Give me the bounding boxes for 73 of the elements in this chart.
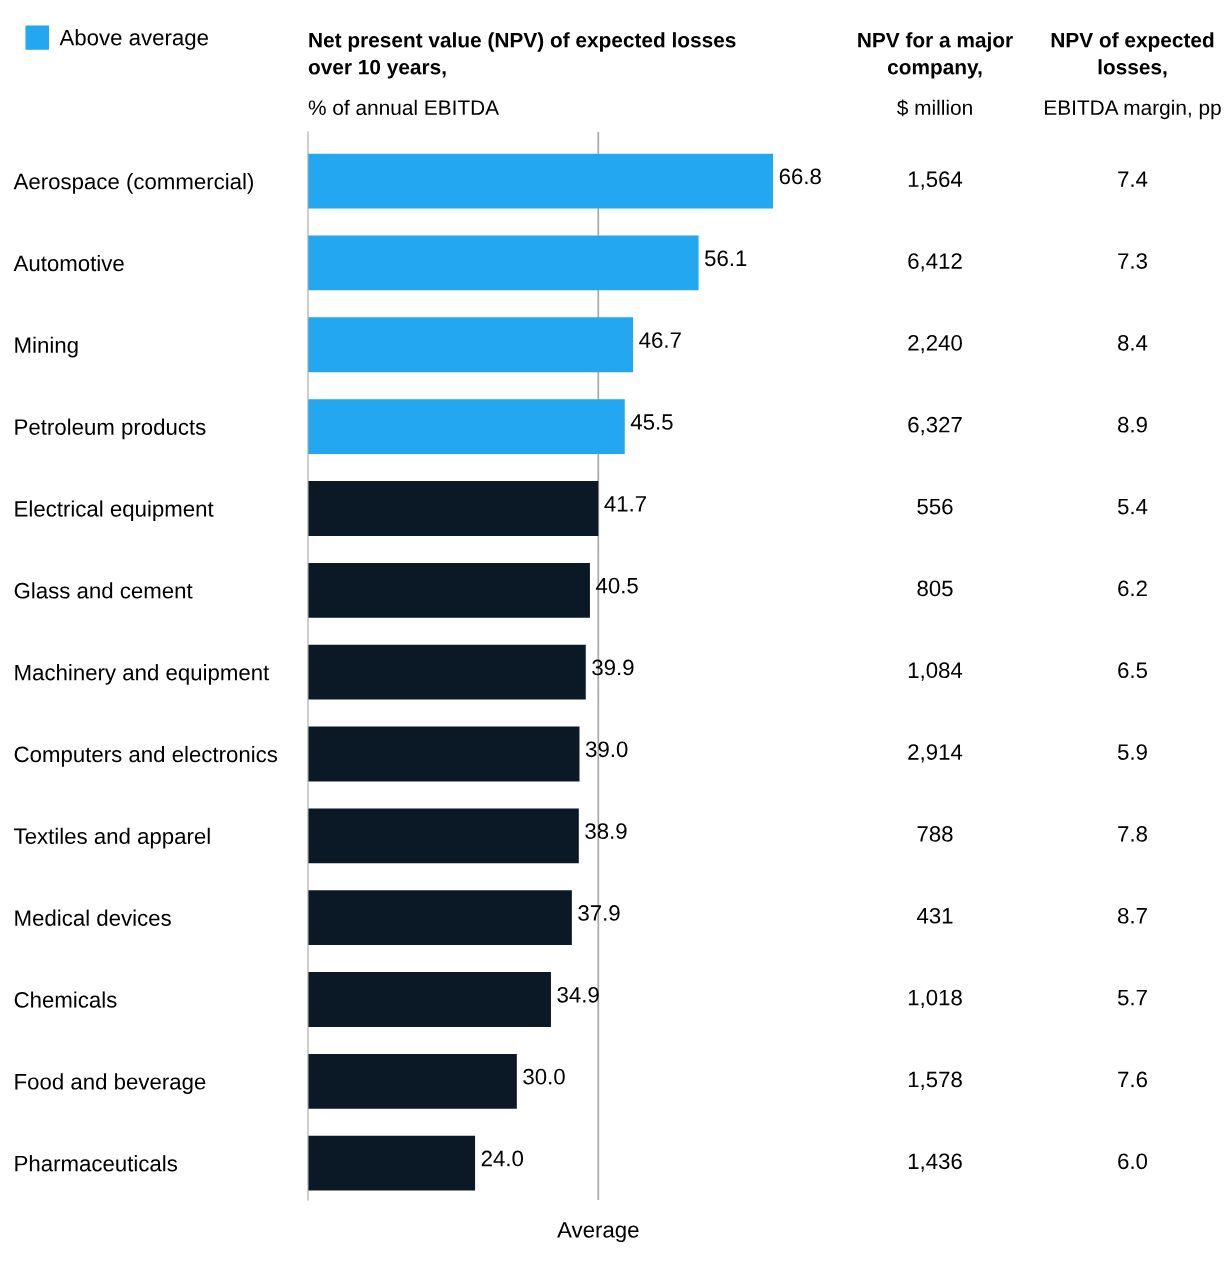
text: 7.8 [1118,826,1147,842]
text: EBITDA margin, pp [1045,99,1221,120]
legend-label: Above average [59,29,208,50]
bar [308,1135,476,1191]
text: 5.4 [1117,498,1148,515]
bar [308,317,634,373]
y-tick-label: Pharmaceuticals [15,1155,178,1172]
bar [308,726,580,782]
data-label: 56.1 [705,250,747,267]
y-tick-label: Petroleum products [15,418,206,440]
text: 5.7 [1117,989,1147,1006]
text: 6,412 [908,253,962,272]
text: 8.7 [1118,907,1147,924]
bar [308,481,599,536]
text: 1,564 [908,171,963,190]
data-label: 45.5 [630,414,673,430]
text: 6.2 [1118,580,1147,597]
bar [308,153,774,209]
data-label: 24.0 [481,1150,524,1167]
text: 6.0 [1118,1153,1148,1170]
data-label: 39.0 [585,741,628,758]
y-tick-label: Chemicals [14,991,117,1008]
data-label: 39.9 [592,659,634,676]
data-label: 38.9 [585,823,627,839]
chart-title: Net present value (NPV) of expected losses over 10 years, [308,32,736,79]
chart-subtitle: % of annual EBITDA [308,99,500,116]
text: 1,578 [908,1071,962,1090]
data-label: 66.8 [779,168,821,185]
y-tick-label: Automotive [13,254,124,272]
text: NPV for a major company, [858,32,1013,79]
text: 7.6 [1118,1071,1147,1088]
y-tick-label: Electrical equipment [15,500,214,522]
data-label: 37.9 [578,905,620,921]
data-label: 40.5 [596,577,638,594]
text: NPV of expected losses, [1051,32,1214,78]
text: 6,327 [908,416,962,436]
y-tick-label: Medical devices [15,909,171,926]
y-tick-label: Computers and electronics [14,745,278,767]
ref-line-label: Average [557,1222,639,1243]
text: 1,084 [908,662,963,681]
data-label: 34.9 [557,986,599,1003]
y-tick-label: Machinery and equipment [15,664,270,685]
y-tick-label: Textiles and apparel [14,827,210,849]
text: 1,018 [908,989,962,1009]
text: 805 [917,580,953,597]
y-tick-label: Food and beverage [15,1073,206,1094]
text: 431 [916,907,953,924]
y-tick-label: Glass and cement [14,582,193,599]
text: 6.5 [1118,662,1148,679]
bar [308,562,590,618]
y-tick-label: Mining [15,336,78,358]
bar [308,1053,517,1109]
data-label: 46.7 [639,332,681,348]
y-tick-label: Aerospace (commercial) [13,173,253,194]
text: 7.4 [1118,171,1148,187]
bar [308,399,625,455]
text: 2,914 [908,744,963,763]
text: $ million [897,99,972,117]
bar [308,235,699,291]
data-label: 30.0 [523,1068,565,1085]
text: 5.9 [1117,744,1147,760]
text: 556 [917,498,953,515]
bar [308,972,551,1027]
bar [308,644,586,700]
bar [308,808,579,864]
bar [308,890,572,946]
text: 1,436 [908,1153,962,1172]
text: 2,240 [908,335,962,354]
text: 788 [917,826,953,842]
text: 7.3 [1118,253,1147,269]
text: 8.4 [1118,335,1148,351]
text: 8.9 [1118,416,1147,433]
data-label: 41.7 [604,496,646,512]
